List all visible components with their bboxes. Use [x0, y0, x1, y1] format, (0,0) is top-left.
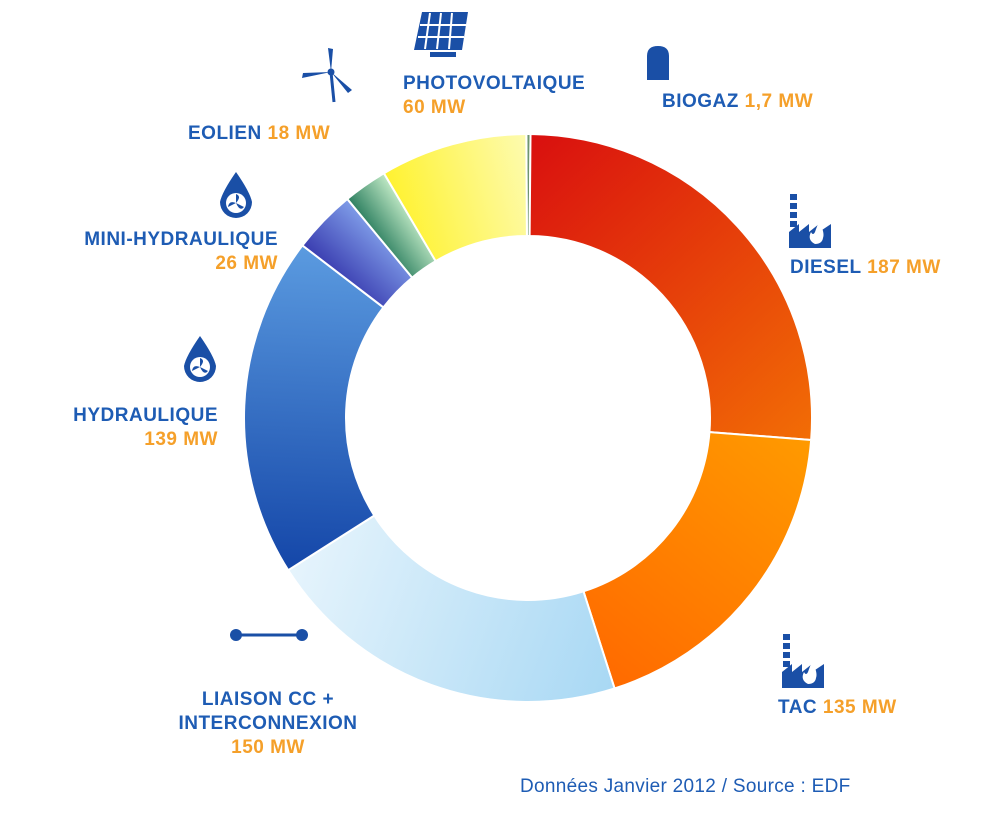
source-note: Données Janvier 2012 / Source : EDF — [520, 776, 851, 797]
donut-slice-tac — [582, 431, 813, 690]
label-name: DIESEL — [790, 257, 862, 278]
label-eolien: EOLIEN 18 MW — [188, 122, 330, 146]
cable-link-icon — [230, 629, 308, 641]
label-name: HYDRAULIQUE — [73, 405, 218, 426]
solar-panel-icon — [414, 12, 468, 57]
water-drop-turbine-icon — [184, 336, 216, 382]
label-name: MINI-HYDRAULIQUE — [84, 229, 278, 250]
water-drop-turbine-icon — [220, 172, 252, 218]
donut-slice-diesel — [528, 133, 813, 442]
label-photovoltaique: PHOTOVOLTAIQUE 60 MW — [403, 72, 585, 120]
power-plant-flame-icon — [782, 634, 824, 688]
donut-slice-liaison-cc-interconnexion — [286, 514, 616, 703]
label-tac: TAC 135 MW — [778, 696, 897, 720]
label-liaison: LIAISON CC + INTERCONNEXION 150 MW — [150, 688, 386, 760]
label-value: 18 MW — [267, 123, 331, 144]
label-value: 1,7 MW — [744, 91, 814, 112]
donut-slice-photovoltaique — [382, 132, 528, 263]
label-mini-hydraulique: MINI-HYDRAULIQUE 26 MW — [30, 228, 278, 276]
label-name: LIAISON CC + — [201, 689, 335, 710]
label-value: 187 MW — [867, 257, 941, 278]
label-biogaz: BIOGAZ 1,7 MW — [662, 90, 813, 114]
label-value: 139 MW — [144, 429, 218, 450]
label-name: EOLIEN — [188, 123, 262, 144]
label-value: 135 MW — [822, 697, 897, 718]
label-value: 26 MW — [215, 253, 278, 274]
label-name: TAC — [778, 697, 818, 718]
label-name: INTERCONNEXION — [178, 713, 358, 734]
wind-turbine-icon — [302, 48, 352, 103]
power-plant-flame-icon — [789, 194, 831, 248]
label-name: PHOTOVOLTAIQUE — [403, 73, 586, 94]
label-hydraulique: HYDRAULIQUE 139 MW — [30, 404, 218, 452]
label-diesel: DIESEL 187 MW — [790, 256, 941, 280]
biogas-tank-icon — [647, 46, 669, 80]
label-value: 150 MW — [231, 737, 305, 758]
label-name: BIOGAZ — [662, 91, 739, 112]
label-value: 60 MW — [403, 97, 466, 118]
donut-slice-hydraulique — [243, 244, 385, 572]
